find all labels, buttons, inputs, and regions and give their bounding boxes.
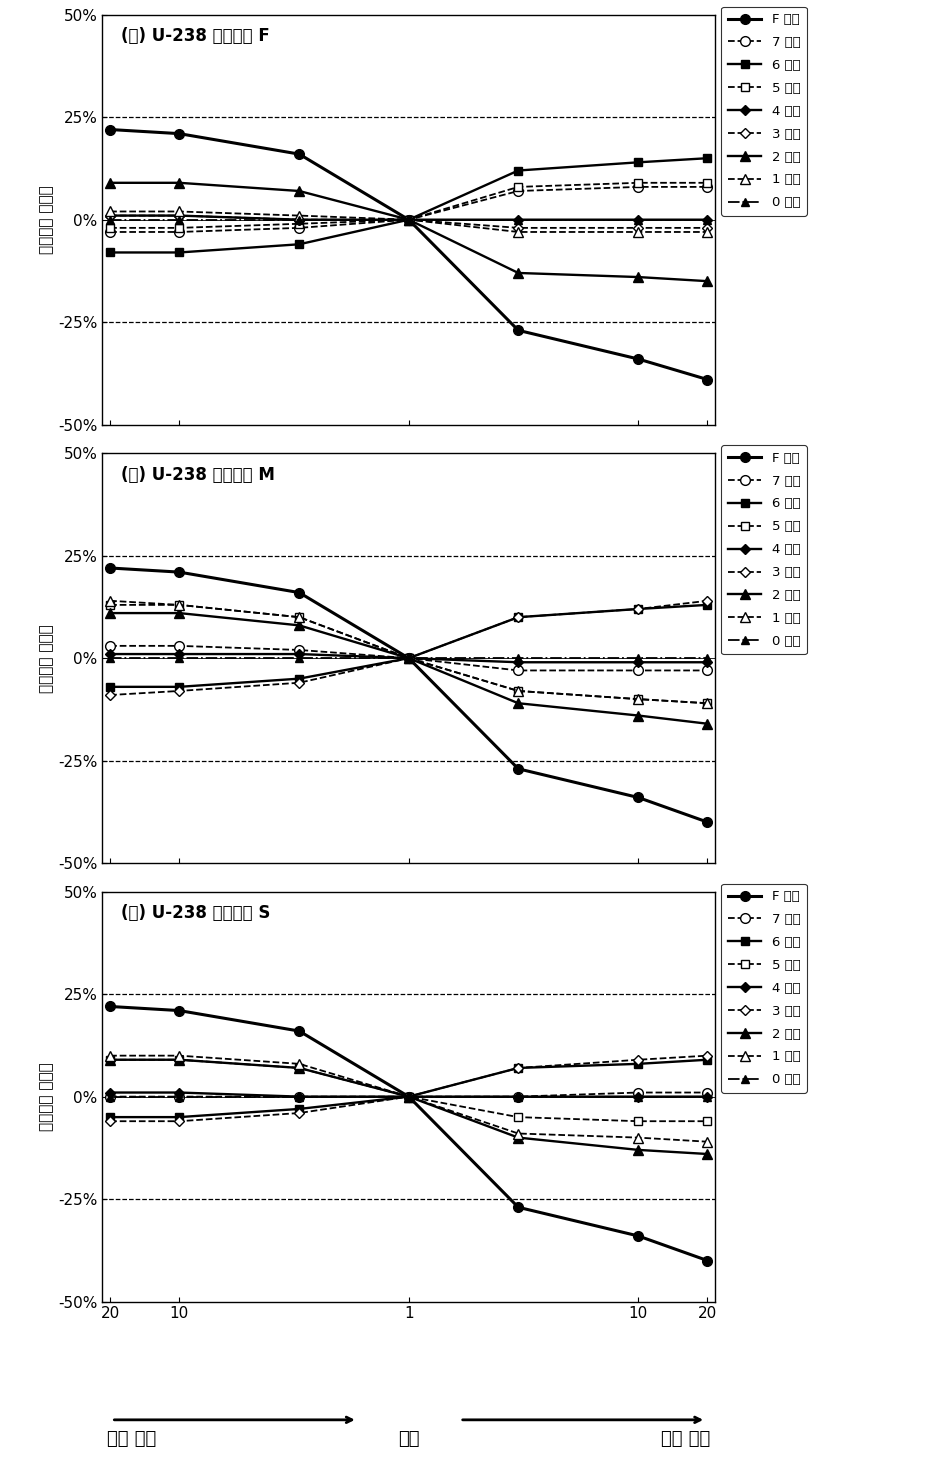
Y-axis label: 척도인자 변화율: 척도인자 변화율 [39,1062,54,1131]
Legend: F 단계, 7 단계, 6 단계, 5 단계, 4 단계, 3 단계, 2 단계, 1 단계, 0 단계: F 단계, 7 단계, 6 단계, 5 단계, 4 단계, 3 단계, 2 단계… [721,445,806,654]
Text: 선형 감소: 선형 감소 [107,1430,156,1448]
Y-axis label: 척도인자 변화율: 척도인자 변화율 [39,624,54,692]
Y-axis label: 척도인자 변화율: 척도인자 변화율 [39,185,54,254]
Text: (가) U-238 흡수형태 F: (가) U-238 흡수형태 F [121,27,269,44]
Text: 선형 증가: 선형 증가 [661,1430,710,1448]
Text: (다) U-238 흡수형태 S: (다) U-238 흡수형태 S [121,904,270,921]
Legend: F 단계, 7 단계, 6 단계, 5 단계, 4 단계, 3 단계, 2 단계, 1 단계, 0 단계: F 단계, 7 단계, 6 단계, 5 단계, 4 단계, 3 단계, 2 단계… [721,6,806,216]
Legend: F 단계, 7 단계, 6 단계, 5 단계, 4 단계, 3 단계, 2 단계, 1 단계, 0 단계: F 단계, 7 단계, 6 단계, 5 단계, 4 단계, 3 단계, 2 단계… [721,883,806,1093]
Text: 균등: 균등 [397,1430,419,1448]
Text: (나) U-238 흡수형태 M: (나) U-238 흡수형태 M [121,466,274,484]
